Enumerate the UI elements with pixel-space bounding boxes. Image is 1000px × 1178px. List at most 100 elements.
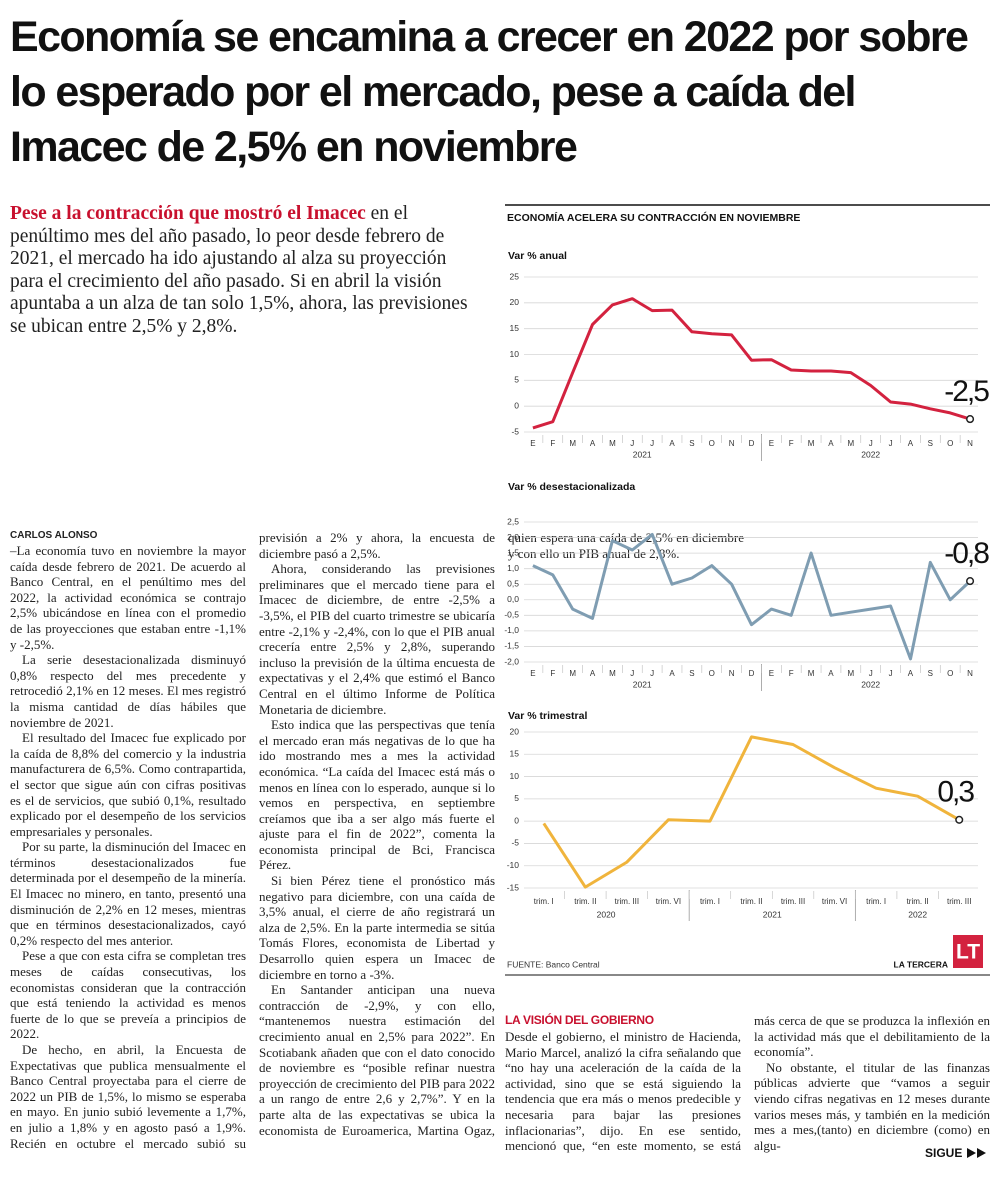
x-tick-label: S xyxy=(928,669,933,678)
y-tick-label: 5 xyxy=(514,375,519,385)
x-tick-label: M xyxy=(569,669,576,678)
x-tick-label: trim. VI xyxy=(822,897,847,906)
paragraph: En Santander anticipan una nueva contrac… xyxy=(259,530,744,1138)
article-body: CARLOS ALONSO –La economía tuvo en novie… xyxy=(10,530,744,1162)
end-marker xyxy=(966,577,975,586)
year-label: 2022 xyxy=(908,909,927,919)
x-tick-label: J xyxy=(650,439,654,448)
x-tick-label: A xyxy=(828,439,834,448)
x-tick-label: M xyxy=(569,439,576,448)
paragraph: –La economía tuvo en noviembre la mayor … xyxy=(10,543,246,652)
x-tick-label: J xyxy=(650,669,654,678)
x-tick-label: N xyxy=(729,669,735,678)
arrows-icon xyxy=(966,1148,986,1158)
x-tick-label: N xyxy=(729,439,735,448)
year-label: 2021 xyxy=(633,679,652,689)
end-annotation: -0,8 xyxy=(944,537,989,570)
x-tick-label: trim. VI xyxy=(656,897,681,906)
paragraph: Ahora, considerando las previsiones prel… xyxy=(259,561,495,717)
year-label: 2022 xyxy=(861,449,880,459)
infographic-title: ECONOMÍA ACELERA SU CONTRACCIÓN EN NOVIE… xyxy=(507,211,800,224)
x-tick-label: J xyxy=(889,669,893,678)
x-tick-label: M xyxy=(808,669,815,678)
sidebar: LA VISIÓN DEL GOBIERNO Desde el gobierno… xyxy=(505,1013,990,1161)
x-tick-label: E xyxy=(530,439,535,448)
x-tick-label: J xyxy=(869,669,873,678)
x-tick-label: A xyxy=(828,669,834,678)
paragraph: Esto indica que las perspectivas que ten… xyxy=(259,717,495,873)
y-tick-label: -15 xyxy=(507,882,520,892)
paragraph: De hecho, en abril, la Encuesta de Expec… xyxy=(10,530,495,1151)
x-tick-label: trim. II xyxy=(574,897,596,906)
y-tick-label: -10 xyxy=(507,860,520,870)
x-tick-label: D xyxy=(749,669,755,678)
x-tick-label: J xyxy=(630,439,634,448)
y-tick-label: 15 xyxy=(510,323,520,333)
x-tick-label: N xyxy=(967,439,973,448)
x-tick-label: O xyxy=(709,439,715,448)
x-tick-label: E xyxy=(769,669,774,678)
x-tick-label: S xyxy=(689,669,694,678)
logo-box xyxy=(953,935,983,968)
paragraph: Por su parte, la disminución del Imacec … xyxy=(10,839,246,948)
x-tick-label: D xyxy=(749,439,755,448)
byline: CARLOS ALONSO xyxy=(10,530,98,541)
x-tick-label: A xyxy=(590,669,596,678)
x-tick-label: A xyxy=(590,439,596,448)
source: FUENTE: Banco Central xyxy=(507,959,600,969)
x-tick-label: A xyxy=(908,669,914,678)
year-label: 2021 xyxy=(763,909,782,919)
x-tick-label: trim. III xyxy=(615,897,639,906)
end-annotation: 0,3 xyxy=(937,776,974,809)
paragraph: Desde el gobierno, el ministro de Hacien… xyxy=(505,1013,990,1154)
y-tick-label: 2,5 xyxy=(507,516,519,526)
sidebar-heading: LA VISIÓN DEL GOBIERNO xyxy=(505,1013,654,1027)
lead-highlight: Pese a la contracción que mostró el Imac… xyxy=(10,203,366,224)
y-tick-label: 1,0 xyxy=(507,563,519,573)
x-tick-label: M xyxy=(609,439,616,448)
end-marker xyxy=(966,415,975,424)
y-tick-label: 15 xyxy=(510,749,520,759)
headline: Economía se encamina a crecer en 2022 po… xyxy=(10,13,969,171)
y-tick-label: 10 xyxy=(510,349,520,359)
x-tick-label: M xyxy=(609,669,616,678)
y-tick-label: -1,0 xyxy=(504,625,519,635)
x-tick-label: M xyxy=(848,669,855,678)
y-tick-label: -5 xyxy=(511,838,519,848)
x-tick-label: trim. I xyxy=(534,897,554,906)
end-marker xyxy=(955,815,964,824)
lead-text: en el penúltimo mes del año pasado, lo p… xyxy=(10,203,468,337)
x-tick-label: trim. I xyxy=(700,897,720,906)
x-tick-label: A xyxy=(669,669,675,678)
y-tick-label: -0,5 xyxy=(504,610,519,620)
lead: Pese a la contracción que mostró el Imac… xyxy=(10,203,472,338)
y-tick-label: 10 xyxy=(510,771,520,781)
chart-subtitle: Var % trimestral xyxy=(508,710,587,722)
logo: LT xyxy=(956,941,980,964)
x-tick-label: trim. I xyxy=(866,897,886,906)
x-tick-label: E xyxy=(769,439,774,448)
x-tick-label: J xyxy=(889,439,893,448)
x-tick-label: E xyxy=(530,669,535,678)
y-tick-label: 0 xyxy=(514,815,519,825)
y-tick-label: 20 xyxy=(510,726,520,736)
x-tick-label: O xyxy=(709,669,715,678)
x-tick-label: O xyxy=(947,669,953,678)
continue: SIGUE xyxy=(925,1146,988,1160)
x-tick-label: trim. III xyxy=(781,897,805,906)
x-tick-label: S xyxy=(689,439,694,448)
x-tick-label: O xyxy=(947,439,953,448)
x-tick-label: J xyxy=(630,669,634,678)
year-label: 2020 xyxy=(597,909,616,919)
x-tick-label: trim. II xyxy=(907,897,929,906)
x-tick-label: J xyxy=(869,439,873,448)
credit: LA TERCERA xyxy=(894,959,948,969)
y-tick-label: 0,5 xyxy=(507,578,519,588)
y-tick-label: -5 xyxy=(511,426,519,436)
y-tick-label: 5 xyxy=(514,793,519,803)
y-tick-label: -1,5 xyxy=(504,641,519,651)
y-tick-label: 2,0 xyxy=(507,532,519,542)
